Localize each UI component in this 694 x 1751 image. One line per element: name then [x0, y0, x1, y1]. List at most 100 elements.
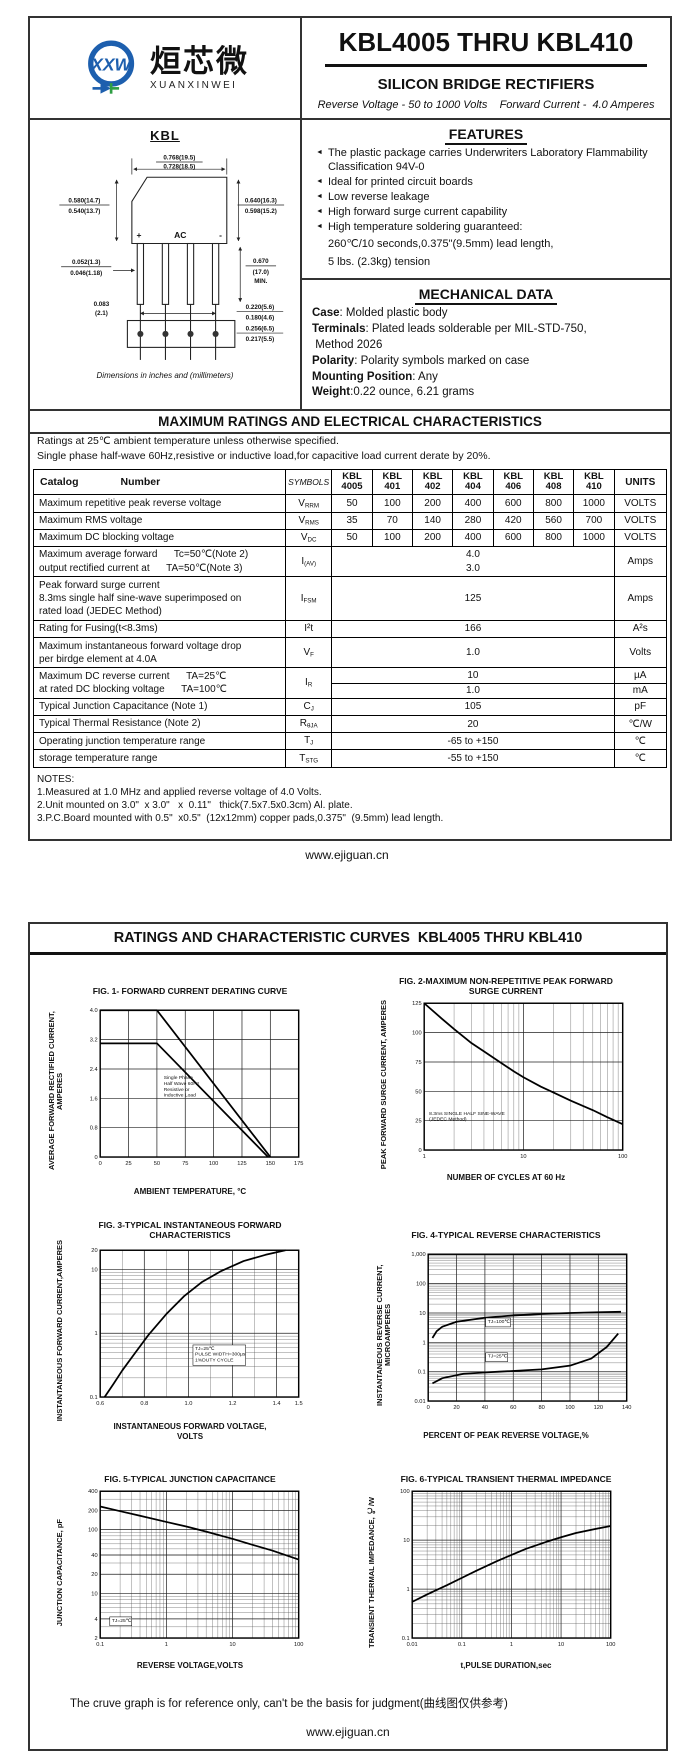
feature-text: High forward surge current capability [327, 206, 508, 219]
feature-text: Ideal for printed circuit boards [327, 176, 473, 189]
package-drawing-panel: KBL [30, 120, 302, 410]
svg-text:50: 50 [415, 1090, 421, 1096]
svg-text:0.217(5.5): 0.217(5.5) [246, 336, 274, 343]
svg-text:2: 2 [95, 1636, 98, 1642]
row-symbol: VRRM [284, 494, 333, 513]
fig-ylabel: INSTANTANEOUS FORWARD CURRENT,AMPERES [55, 1239, 65, 1422]
table-row: Peak forward surge current 8.3ms single h… [33, 576, 668, 621]
device-header: KBL 410 [573, 469, 615, 496]
features-extra: 260℃/10 seconds,0.375"(9.5mm) lead lengt… [310, 237, 662, 269]
svg-text:100: 100 [88, 1528, 97, 1534]
annotation-text: Single Phase [164, 1076, 193, 1082]
svg-text:100: 100 [412, 1031, 421, 1037]
mech-row: Case: Molded plastic body [312, 307, 448, 320]
table-body: Maximum repetitive peak reverse voltage V… [33, 494, 668, 768]
svg-text:0.1: 0.1 [402, 1636, 410, 1642]
row-value: 200 [411, 528, 454, 547]
row-unit: pF [613, 697, 668, 716]
svg-text:0.670: 0.670 [253, 258, 269, 265]
svg-text:0: 0 [95, 1155, 98, 1161]
svg-text:0.1: 0.1 [418, 1370, 426, 1376]
logo-text: 烜芯微 XUANXINWEI [150, 46, 249, 91]
table-row: Operating junction temperature range TJ -6… [33, 732, 668, 751]
row-value: 800 [532, 494, 575, 513]
fig-ylabel: AVERAGE FORWARD RECTIFIED CURRENT, AMPER… [47, 1011, 65, 1171]
svg-text:25: 25 [125, 1161, 131, 1167]
annotation-text: PULSE WIDTH=300µs [195, 1351, 246, 1357]
row-unit: VOLTS [613, 528, 668, 547]
annotation-text: 1%DUTY CYCLE [195, 1357, 234, 1363]
svg-text:0.540(13.7): 0.540(13.7) [68, 208, 100, 215]
device-header: KBL 408 [532, 469, 575, 496]
row-value: 400 [452, 528, 494, 547]
svg-text:10: 10 [403, 1538, 409, 1544]
row-unit: Volts [613, 637, 668, 669]
row-value: 1000 [573, 494, 615, 513]
svg-text:1: 1 [95, 1331, 98, 1337]
ratings-table: Catalog Number SYMBOLS KBL 4005 KBL 401 KBL 402 K… [33, 469, 668, 768]
feature-item: ◄ The plastic package carries Underwriter… [316, 146, 662, 174]
svg-text:2.4: 2.4 [90, 1067, 98, 1073]
row-value: 600 [492, 494, 534, 513]
row-unit: mA [613, 682, 668, 699]
row-value: -55 to +150 [331, 749, 615, 768]
svg-text:0.598(15.2): 0.598(15.2) [245, 208, 277, 215]
features-title: FEATURES [310, 126, 662, 145]
svg-text:100: 100 [400, 1490, 409, 1496]
annotation-text: Resistive or [164, 1087, 190, 1093]
row-value: 560 [532, 511, 575, 530]
fig-xlabel: t,PULSE DURATION,sec [460, 1661, 552, 1671]
row-label: Typical Thermal Resistance (Note 2) [33, 714, 286, 734]
row-label: Maximum RMS voltage [33, 511, 286, 530]
row-value: 125 [331, 576, 615, 621]
header: XXW 烜芯微 XUANXINWEI KBL4005 THRU KBL410 S… [30, 18, 670, 120]
svg-text:0.083: 0.083 [94, 301, 110, 308]
feature-text: High temperature soldering guaranteed: [327, 221, 523, 234]
table-row: Maximum DC blocking voltage VDC 50 100 200 40… [33, 528, 668, 547]
row-value: 4.0 [331, 545, 615, 562]
row-value: 100 [371, 528, 413, 547]
row-label: Typical Junction Capacitance (Note 1) [33, 697, 286, 716]
fig-xlabel: AMBIENT TEMPERATURE, °C [133, 1187, 247, 1197]
svg-text:100: 100 [416, 1282, 425, 1288]
arrow-bullet-icon: ◄ [316, 208, 323, 216]
svg-text:0.180(4.6): 0.180(4.6) [246, 315, 274, 322]
dimension-lines [59, 158, 285, 334]
fig-xlabel: REVERSE VOLTAGE,VOLTS [136, 1661, 244, 1671]
svg-text:1.2: 1.2 [229, 1400, 237, 1406]
row-unit: ℃ [613, 732, 668, 751]
fig-ylabel: INSTANTANEOUS REVERSE CURRENT, MICROAMPE… [375, 1264, 392, 1406]
feature-text: The plastic package carries Underwriters… [327, 147, 648, 174]
fig-body: INSTANTANEOUS FORWARD CURRENT,AMPERES 0.6… [55, 1239, 324, 1422]
annotation-text: 8.3ms SINGLE HALF SINE-WAVE [429, 1111, 505, 1117]
row-value: 700 [573, 511, 615, 530]
svg-text:3.2: 3.2 [90, 1038, 98, 1044]
fig4: FIG. 4-TYPICAL REVERSE CHARACTERISTICS IN… [348, 1219, 664, 1441]
annotation-text: TJ=25℃ [112, 1618, 132, 1624]
row-symbol: TJ [284, 732, 333, 751]
svg-text:125: 125 [412, 1001, 421, 1007]
mech-label: Case [312, 307, 340, 320]
device-header: KBL 402 [411, 469, 454, 496]
row-symbol: I²t [284, 619, 333, 639]
fig-title: FIG. 5-TYPICAL JUNCTION CAPACITANCE [104, 1474, 276, 1485]
features-section: FEATURES ◄ The plastic package carries Un… [302, 120, 670, 281]
row-label: Maximum DC blocking voltage [33, 528, 286, 547]
device-header: KBL 406 [492, 469, 534, 496]
svg-text:75: 75 [182, 1161, 188, 1167]
row-value: 70 [371, 511, 413, 530]
svg-text:80: 80 [538, 1405, 544, 1411]
row-value: 200 [411, 494, 454, 513]
annotation-text: TJ=100℃ [488, 1319, 511, 1325]
svg-text:AC: AC [174, 230, 186, 240]
table-row: 3.0 [34, 561, 667, 578]
svg-text:1: 1 [165, 1642, 168, 1648]
feature-item: ◄ High temperature soldering guaranteed: [316, 220, 662, 234]
row-value: 50 [331, 528, 373, 547]
svg-text:10: 10 [91, 1267, 97, 1273]
svg-text:40: 40 [482, 1405, 488, 1411]
mounting-holes [137, 330, 219, 337]
svg-text:4.0: 4.0 [90, 1009, 98, 1015]
svg-text:1: 1 [422, 1340, 425, 1346]
